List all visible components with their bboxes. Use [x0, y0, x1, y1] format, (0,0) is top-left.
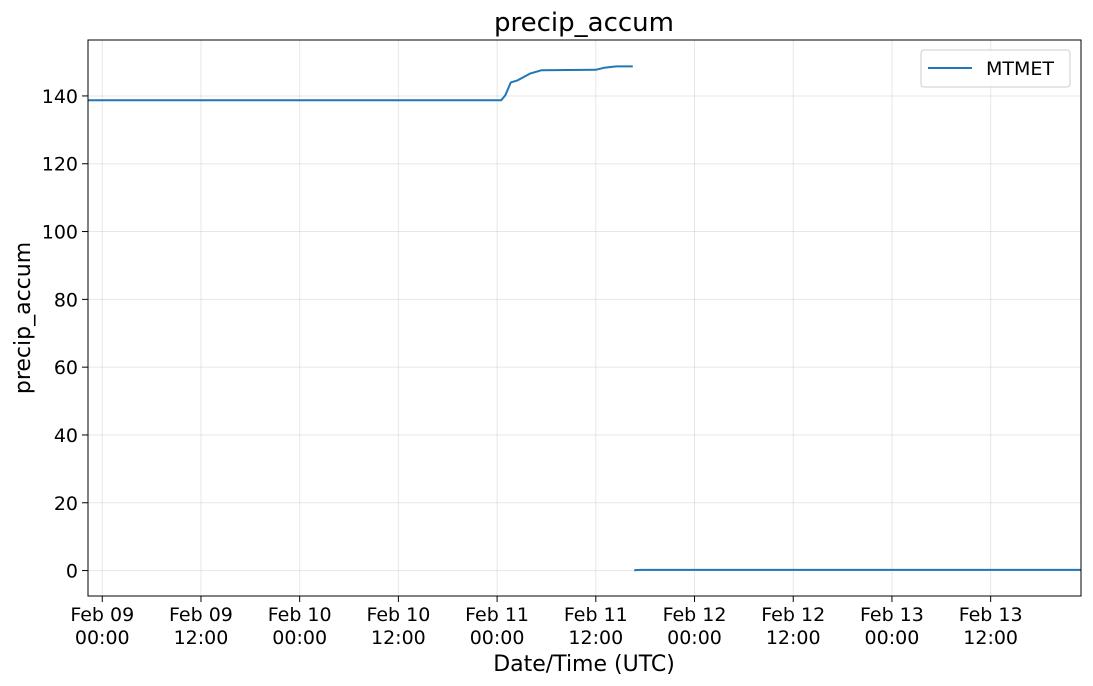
legend: MTMET	[920, 49, 1071, 88]
x-tick-label: 12:00	[371, 627, 426, 649]
x-tick-label: 12:00	[963, 627, 1018, 649]
x-tick-label: Feb 11	[465, 604, 529, 626]
y-tick-label: 0	[66, 561, 78, 583]
x-axis-label: Date/Time (UTC)	[493, 652, 675, 677]
legend-label-mtmet: MTMET	[986, 58, 1054, 80]
y-tick-label: 20	[54, 493, 78, 515]
y-tick-label: 100	[42, 222, 78, 244]
plot-area	[88, 65, 1081, 572]
legend-box	[920, 49, 1071, 88]
x-tick-label: 12:00	[766, 627, 821, 649]
y-tick-label: 80	[54, 289, 78, 311]
y-tick-label: 40	[54, 425, 78, 447]
x-tick-label: Feb 12	[761, 604, 825, 626]
x-tick-label: 00:00	[667, 627, 722, 649]
x-tick-label: Feb 11	[564, 604, 628, 626]
chart-title: precip_accum	[494, 8, 674, 38]
grid	[88, 40, 1081, 596]
x-tick-label: 12:00	[568, 627, 623, 649]
x-tick-label: 00:00	[470, 627, 525, 649]
x-tick-label: Feb 10	[268, 604, 332, 626]
x-tick-label: Feb 09	[169, 604, 233, 626]
x-tick-label: 12:00	[174, 627, 229, 649]
y-axis: 0 20 40 60 80 100 120 140	[42, 86, 88, 583]
y-axis-label: precip_accum	[11, 242, 36, 394]
y-tick-label: 60	[54, 357, 78, 379]
x-tick-label: 00:00	[865, 627, 920, 649]
x-tick-label: Feb 09	[70, 604, 134, 626]
x-tick-label: Feb 12	[663, 604, 727, 626]
x-tick-label: Feb 10	[366, 604, 430, 626]
x-tick-label: Feb 13	[959, 604, 1023, 626]
x-tick-label: 00:00	[272, 627, 327, 649]
x-tick-label: Feb 13	[860, 604, 924, 626]
series-line-mtmet	[88, 65, 633, 102]
y-tick-label: 140	[42, 86, 78, 108]
x-tick-label: 00:00	[75, 627, 130, 649]
y-tick-label: 120	[42, 154, 78, 176]
plot-frame	[87, 39, 1082, 597]
